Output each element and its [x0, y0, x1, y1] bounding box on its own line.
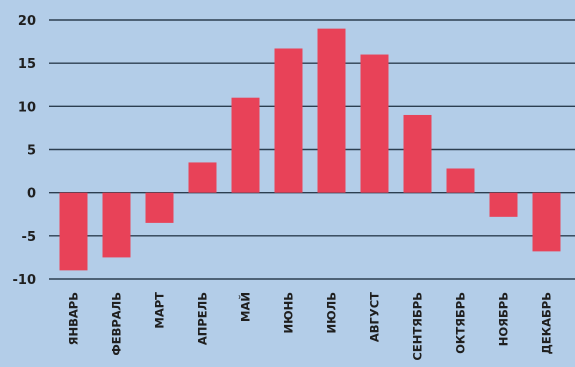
- x-tick-label: СЕНТЯБРЬ: [411, 292, 425, 361]
- y-tick-label: 10: [18, 100, 36, 115]
- x-axis-labels: ЯНВАРЬ ФЕВРАЛЬ МАРТ АПРЕЛЬ МАЙ ИЮНЬ ИЮЛЬ АВГУСТ…: [67, 292, 554, 361]
- bar: [274, 48, 303, 193]
- y-tick-label: -5: [22, 230, 36, 245]
- bar: [489, 192, 518, 217]
- bar: [532, 192, 561, 252]
- x-tick-label: ОКТЯБРЬ: [454, 292, 468, 354]
- bar: [188, 162, 217, 193]
- x-tick-label: АВГУСТ: [368, 292, 382, 342]
- bar: [59, 192, 88, 271]
- bar-layer: [59, 28, 561, 271]
- bar: [403, 114, 432, 193]
- y-tick-label: -10: [13, 273, 37, 288]
- x-tick-label: ФЕВРАЛЬ: [110, 292, 124, 356]
- x-tick-label: НОЯБРЬ: [497, 292, 511, 346]
- bar: [102, 192, 131, 258]
- bar: [446, 168, 475, 193]
- x-tick-label: МАЙ: [238, 292, 253, 322]
- bar: [360, 54, 389, 193]
- x-tick-label: АПРЕЛЬ: [196, 292, 210, 345]
- bar: [231, 97, 260, 193]
- x-tick-label: ИЮНЬ: [282, 292, 296, 334]
- y-tick-label: 5: [27, 144, 36, 159]
- x-tick-label: МАРТ: [153, 292, 167, 329]
- bar: [317, 28, 346, 193]
- y-tick-label: 15: [18, 57, 36, 72]
- grid-layer: [49, 19, 575, 280]
- x-tick-label: ЯНВАРЬ: [67, 292, 81, 345]
- y-axis-labels: 20 15 10 5 0 -5 -10: [13, 14, 37, 288]
- bar: [145, 192, 174, 223]
- y-tick-label: 0: [27, 187, 36, 202]
- y-tick-label: 20: [18, 14, 36, 29]
- x-tick-label: ДЕКАБРЬ: [540, 292, 554, 354]
- x-tick-label: ИЮЛЬ: [325, 292, 339, 333]
